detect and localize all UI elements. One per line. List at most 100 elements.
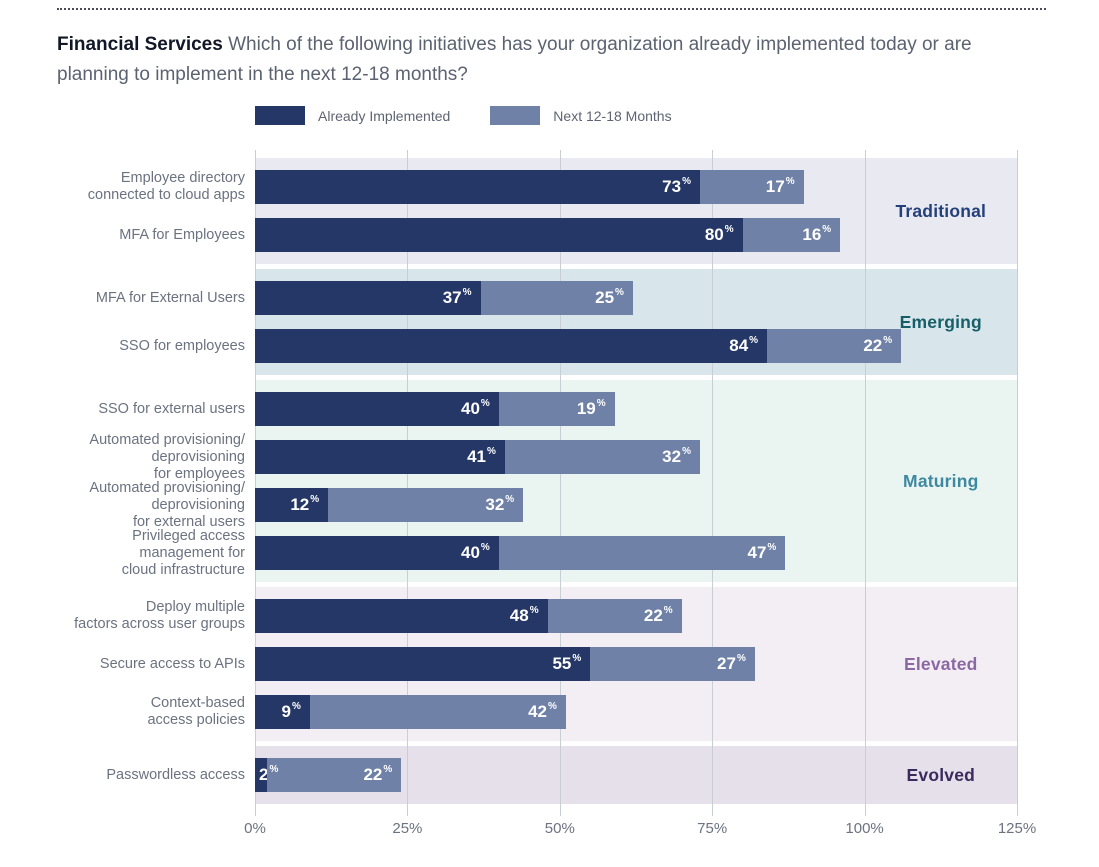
bar-segment-already-implemented: 40%: [255, 536, 499, 570]
row-label: SSO for external users: [98, 400, 245, 417]
value-label: 27%: [717, 653, 746, 673]
band-labels-traditional: Employee directory connected to cloud ap…: [0, 158, 255, 264]
legend-swatch-next-12-18-months: [490, 106, 541, 125]
x-axis: 0% 25% 50% 75% 100% 125%: [244, 804, 1036, 846]
value-label: 22%: [643, 605, 673, 625]
row-label-cell: SSO for external users: [0, 385, 245, 433]
x-tick-label: 125%: [997, 820, 1037, 837]
row-label: Employee directory connected to cloud ap…: [87, 170, 245, 203]
band-emerging: MFA for External Users SSO for employees 3…: [0, 269, 1017, 375]
value-label: 25%: [595, 287, 624, 307]
bar-row: 40% 19%: [255, 385, 1017, 433]
band-labels-maturing: SSO for external users Automated provisio…: [0, 380, 255, 582]
row-label-cell: Secure access to APIs: [0, 640, 245, 688]
bar-row: 37% 25%: [255, 274, 1017, 322]
value-label: 48%: [509, 605, 539, 625]
bar-segment-next-12-18-months: 32%: [328, 488, 524, 522]
row-label-cell: Automated provisioning/ deprovisioning f…: [0, 479, 245, 530]
value-label: 22%: [863, 335, 893, 355]
chart: Employee directory connected to cloud ap…: [0, 150, 1099, 846]
stacked-bar: 73% 17%: [255, 170, 1017, 204]
value-label: 17%: [765, 176, 795, 196]
x-tick-label: 75%: [697, 820, 728, 837]
stacked-bar: 40% 19%: [255, 392, 1017, 426]
bar-segment-next-12-18-months: 32%: [504, 440, 700, 474]
row-label-cell: Employee directory connected to cloud ap…: [0, 163, 245, 211]
legend: Already Implemented Next 12-18 Months: [255, 106, 672, 125]
value-label: 42%: [528, 701, 557, 721]
x-tick-label: 100%: [845, 820, 884, 837]
value-label: 2%: [259, 764, 279, 784]
bar-row: 41% 32%: [255, 433, 1017, 481]
bar-segment-next-12-18-months: 25%: [480, 281, 633, 315]
value-label: 80%: [704, 224, 734, 244]
row-label-cell: MFA for Employees: [0, 211, 245, 259]
stacked-bar: 48% 22%: [255, 599, 1017, 633]
band-maturing: SSO for external users Automated provisio…: [0, 380, 1017, 582]
stacked-bar: 40% 47%: [255, 536, 1017, 570]
band-labels-emerging: MFA for External Users SSO for employees: [0, 269, 255, 375]
bar-segment-already-implemented: 41%: [255, 440, 505, 474]
chart-title: Financial Services Which of the followin…: [57, 30, 977, 90]
row-label: Privileged access management for cloud i…: [121, 527, 245, 578]
bar-row: 55% 27%: [255, 640, 1017, 688]
value-label: 41%: [467, 446, 496, 466]
bar-segment-already-implemented: 73%: [255, 170, 700, 204]
group-label-evolved: Evolved: [906, 764, 976, 785]
bar-segment-next-12-18-months: 22%: [267, 758, 402, 792]
x-tick-label: 0%: [244, 820, 266, 837]
row-label: Automated provisioning/ deprovisioning f…: [89, 479, 245, 530]
x-tick-label: 25%: [392, 820, 423, 837]
band-plot-traditional: 73% 17% 80% 16% Traditional: [255, 158, 1017, 264]
group-label-traditional: Traditional: [895, 200, 987, 221]
band-plot-emerging: 37% 25% 84% 22% Emerging: [255, 269, 1017, 375]
legend-item-next-12-18-months: Next 12-18 Months: [490, 106, 672, 125]
value-label: 9%: [281, 701, 301, 721]
band-labels-evolved: Passwordless access: [0, 746, 255, 804]
row-label: MFA for Employees: [119, 226, 245, 243]
row-label: Deploy multiple factors across user grou…: [74, 599, 245, 632]
stacked-bar: 12% 32%: [255, 488, 1017, 522]
stacked-bar: 2% 22%: [255, 758, 1017, 792]
value-label: 32%: [662, 446, 691, 466]
row-label-cell: SSO for employees: [0, 322, 245, 370]
bar-segment-already-implemented: 2%: [255, 758, 278, 792]
value-label: 40%: [461, 398, 490, 418]
legend-item-already-implemented: Already Implemented: [255, 106, 450, 125]
bar-segment-next-12-18-months: 22%: [547, 599, 682, 633]
row-label-cell: Context-based access policies: [0, 688, 245, 736]
bar-segment-next-12-18-months: 19%: [498, 392, 615, 426]
chart-question: Which of the following initiatives has y…: [57, 34, 972, 85]
band-plot-evolved: 2% 22% Evolved: [255, 746, 1017, 804]
row-label-cell: Privileged access management for cloud i…: [0, 527, 245, 578]
legend-label-next-12-18-months: Next 12-18 Months: [553, 107, 672, 124]
row-label-cell: Deploy multiple factors across user grou…: [0, 592, 245, 640]
bar-segment-already-implemented: 55%: [255, 647, 591, 681]
legend-swatch-already-implemented: [255, 106, 305, 125]
bar-segment-already-implemented: 37%: [255, 281, 481, 315]
value-label: 32%: [485, 494, 515, 514]
value-label: 37%: [442, 287, 472, 307]
row-label-cell: Passwordless access: [0, 751, 245, 799]
bar-segment-already-implemented: 40%: [255, 392, 499, 426]
value-label: 40%: [461, 542, 490, 562]
stacked-bar: 37% 25%: [255, 281, 1017, 315]
value-label: 12%: [290, 494, 320, 514]
stacked-bar: 41% 32%: [255, 440, 1017, 474]
chart-title-segment: Financial Services: [57, 34, 223, 55]
row-label: MFA for External Users: [95, 289, 245, 306]
group-label-maturing: Maturing: [903, 470, 979, 491]
bands: Employee directory connected to cloud ap…: [0, 158, 1017, 804]
bar-row: 9% 42%: [255, 688, 1017, 736]
bar-segment-already-implemented: 9%: [255, 695, 310, 729]
band-traditional: Employee directory connected to cloud ap…: [0, 158, 1017, 264]
band-plot-elevated: 48% 22% 55% 27% 9% 42% Elevated: [255, 587, 1017, 741]
band-labels-elevated: Deploy multiple factors across user grou…: [0, 587, 255, 741]
value-label: 19%: [576, 398, 606, 418]
bar-row: 80% 16%: [255, 211, 1017, 259]
value-label: 47%: [747, 542, 777, 562]
stacked-bar: 84% 22%: [255, 329, 1017, 363]
legend-label-already-implemented: Already Implemented: [318, 107, 451, 124]
band-plot-maturing: 40% 19% 41% 32% 12% 32% 40% 47% Maturing: [255, 380, 1017, 582]
